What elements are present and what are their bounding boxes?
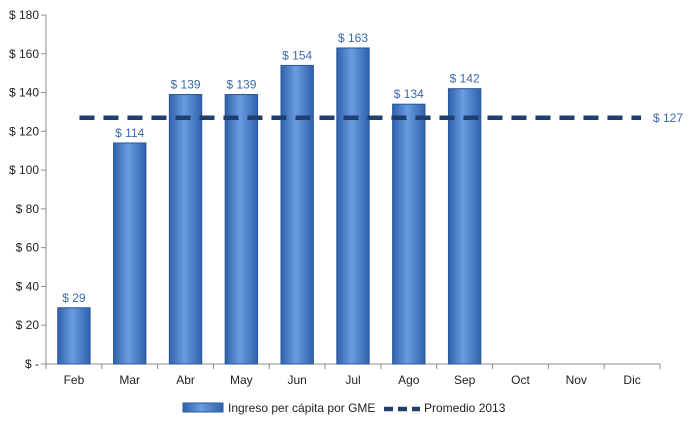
bar — [336, 47, 370, 365]
y-tick-label: $ 40 — [16, 279, 40, 293]
x-tick-label: Jun — [288, 373, 307, 387]
y-tick-label: $ 20 — [16, 318, 40, 332]
bar — [224, 93, 259, 365]
x-tick-label: Ago — [398, 373, 420, 387]
y-tick-label: $ 160 — [9, 47, 39, 61]
x-tick-label: May — [230, 373, 253, 387]
bar — [57, 307, 91, 365]
bar — [392, 103, 426, 365]
bar-data-label: $ 114 — [115, 126, 144, 140]
legend-line-label: Promedio 2013 — [424, 401, 506, 415]
bar-data-label: $ 139 — [171, 77, 201, 91]
y-tick-label: $ 60 — [16, 241, 40, 255]
x-tick-label: Feb — [64, 373, 85, 387]
bar — [113, 142, 147, 365]
average-line-series: $ 127 — [79, 111, 683, 125]
x-tick-label: Oct — [511, 373, 530, 387]
y-axis: $ - $ 20 $ 40 $ 60 $ 80 $ 100 $ 120 $ 140 $ 160 $… — [9, 8, 47, 371]
x-axis: Feb Mar Abr May Jun Jul Ago Sep Oct Nov Dic — [45, 363, 661, 387]
y-tick-label: $ 140 — [9, 86, 39, 100]
x-tick-label: Jul — [345, 373, 360, 387]
y-tick-label: $ 120 — [9, 124, 39, 138]
bar — [168, 93, 203, 365]
x-tick-label: Abr — [176, 373, 195, 387]
x-tick-label: Sep — [454, 373, 476, 387]
x-tick-label: Dic — [623, 373, 640, 387]
bar — [280, 64, 314, 365]
x-tick-label: Nov — [566, 373, 587, 387]
bar-data-label: $ 139 — [226, 77, 256, 91]
bar-series: $ 29 $ 114 $ 139 $ 139 $ 154 $ 163 $ 134 $ 142 — [57, 31, 482, 365]
bar-data-label: $ 134 — [394, 87, 424, 101]
legend-bar-swatch — [182, 402, 224, 413]
average-data-label: $ 127 — [653, 111, 683, 125]
y-tick-label: $ 100 — [9, 163, 39, 177]
y-tick-label: $ 180 — [9, 8, 39, 22]
x-tick-label: Mar — [119, 373, 140, 387]
bar-data-label: $ 163 — [338, 31, 368, 45]
y-tick-label: $ 80 — [16, 202, 40, 216]
y-tick-label: $ - — [25, 357, 39, 371]
bar-data-label: $ 154 — [282, 48, 312, 62]
bar — [447, 88, 482, 365]
bar-data-label: $ 142 — [450, 72, 480, 86]
bar-data-label: $ 29 — [62, 291, 86, 305]
legend-bar-label: Ingreso per cápita por GME — [228, 401, 375, 415]
legend: Ingreso per cápita por GME Promedio 2013 — [182, 401, 506, 415]
